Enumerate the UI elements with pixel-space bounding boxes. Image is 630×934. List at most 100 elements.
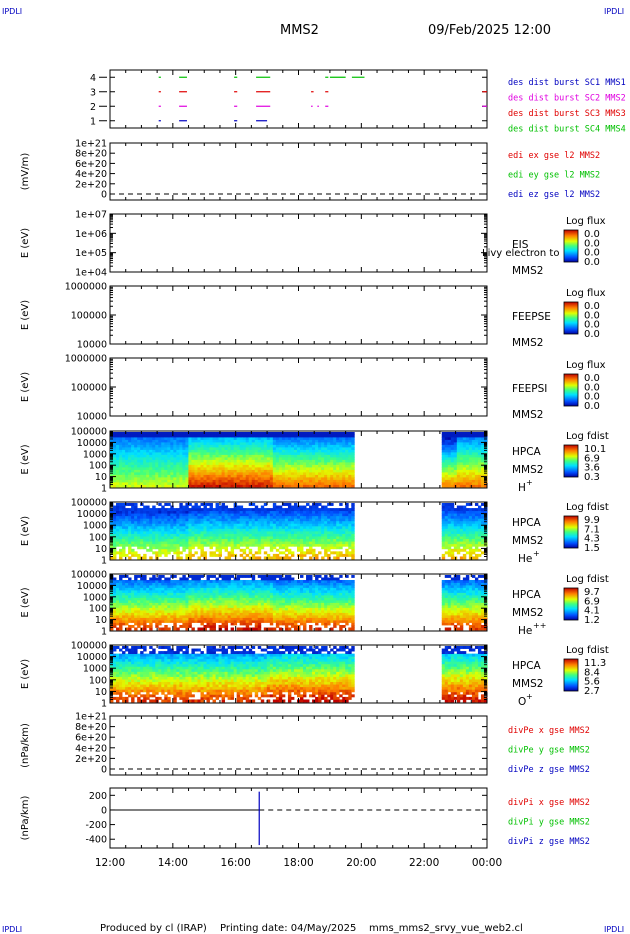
spectrogram-cell	[164, 528, 168, 532]
spectrogram-cell	[152, 513, 156, 517]
spectrogram-cell	[164, 482, 168, 485]
spectrogram-cell	[143, 592, 147, 596]
spectrogram-cell	[197, 531, 201, 534]
spectrogram-cell	[465, 531, 470, 534]
spectrogram-cell	[230, 459, 235, 463]
spectrogram-cell	[303, 508, 307, 512]
spectrogram-cell	[462, 525, 467, 529]
spectrogram-cell	[191, 444, 195, 448]
spectrogram-cell	[351, 474, 355, 478]
spectrogram-cell	[137, 510, 141, 514]
spectrogram-cell	[134, 620, 138, 623]
spectrogram-cell	[275, 477, 280, 480]
spectrogram-cell	[215, 531, 219, 534]
spectrogram-cell	[342, 434, 346, 438]
spectrogram-cell	[200, 548, 204, 552]
spectrogram-cell	[167, 546, 171, 550]
spectrogram-cell	[134, 467, 138, 470]
spectrogram-cell	[209, 437, 213, 440]
spectrogram-cell	[209, 541, 213, 545]
spectrogram-cell	[236, 531, 241, 534]
spectrogram-cell	[128, 459, 132, 463]
spectrogram-cell	[351, 447, 355, 450]
spectrogram-cell	[197, 513, 201, 517]
spectrogram-cell	[194, 510, 198, 514]
spectrogram-cell	[140, 462, 144, 465]
spectrogram-cell	[125, 575, 129, 578]
spectrogram-cell	[287, 556, 292, 560]
spectrogram-cell	[164, 525, 168, 529]
spectrogram-cell	[333, 467, 337, 470]
spectrogram-cell	[339, 482, 343, 485]
spectrogram-cell	[185, 447, 189, 450]
spectrogram-cell	[339, 457, 343, 460]
spectrogram-cell	[296, 548, 301, 552]
spectrogram-cell	[167, 457, 171, 460]
spectrogram-cell	[209, 472, 213, 475]
spectrogram-cell	[113, 580, 117, 583]
spectrogram-cell	[324, 546, 328, 550]
spectrogram-cell	[182, 484, 186, 488]
spectrogram-cell	[290, 442, 295, 445]
spectrogram-cell	[203, 536, 207, 540]
spectrogram-cell	[260, 474, 265, 478]
species-charge: +	[533, 549, 540, 558]
spectrogram-cell	[221, 444, 226, 448]
spectrogram-cell	[140, 523, 144, 527]
spectrogram-cell	[330, 462, 334, 465]
spectrogram-cell	[242, 528, 247, 532]
spectrogram-cell	[348, 553, 352, 557]
spectrogram-cell	[176, 462, 180, 465]
spectrogram-cell	[333, 528, 337, 532]
spectrogram-cell	[224, 523, 229, 527]
spectrogram-cell	[200, 462, 204, 465]
spectrogram-cell	[333, 434, 337, 438]
spectrogram-cell	[309, 548, 313, 552]
spectrogram-cell	[471, 442, 476, 445]
spectrogram-cell	[269, 533, 274, 537]
spectrogram-cell	[471, 484, 476, 488]
spectrogram-cell	[339, 462, 343, 465]
spectrogram-cell	[152, 479, 156, 483]
spectrogram-cell	[284, 444, 289, 448]
spectrogram-cell	[248, 459, 253, 463]
species-label: H	[518, 482, 526, 494]
spectrogram-cell	[260, 533, 265, 537]
spectrogram-cell	[167, 525, 171, 529]
spectrogram-cell	[230, 548, 235, 552]
spectrogram-cell	[351, 452, 355, 455]
spectrogram-cell	[483, 459, 488, 463]
spectrogram-cell	[483, 474, 488, 478]
spectrogram-cell	[471, 447, 476, 450]
spectrogram-cell	[179, 452, 183, 455]
spectrogram-cell	[233, 457, 238, 460]
spectrogram-cell	[275, 513, 280, 517]
spectrogram-cell	[348, 457, 352, 460]
spectrogram-cell	[230, 523, 235, 527]
spectrogram-cell	[116, 447, 120, 450]
spectrogram-cell	[254, 518, 259, 522]
spectrogram-cell	[260, 454, 265, 458]
spectrogram-cell	[122, 607, 126, 611]
spectrogram-cell	[182, 523, 186, 527]
spectrogram-cell	[167, 439, 171, 443]
spectrogram-cell	[134, 533, 138, 537]
spectrogram-cell	[191, 474, 195, 478]
spectrogram-cell	[230, 513, 235, 517]
spectrogram-cell	[152, 464, 156, 468]
spectrogram-cell	[441, 452, 446, 455]
spectrogram-cell	[257, 551, 262, 555]
spectrogram-cell	[260, 434, 265, 438]
spectrogram-cell	[200, 543, 204, 547]
spectrogram-cell	[468, 459, 473, 463]
spectrogram-cell	[462, 482, 467, 485]
spectrogram-cell	[303, 459, 307, 463]
spectrogram-cell	[185, 469, 189, 473]
spectrogram-cell	[155, 515, 159, 519]
spectrogram-cell	[161, 541, 165, 545]
spectrogram-cell	[224, 515, 229, 519]
spectrogram-cell	[281, 518, 286, 522]
spectrogram-cell	[251, 518, 256, 522]
spectrogram-cell	[209, 449, 213, 453]
